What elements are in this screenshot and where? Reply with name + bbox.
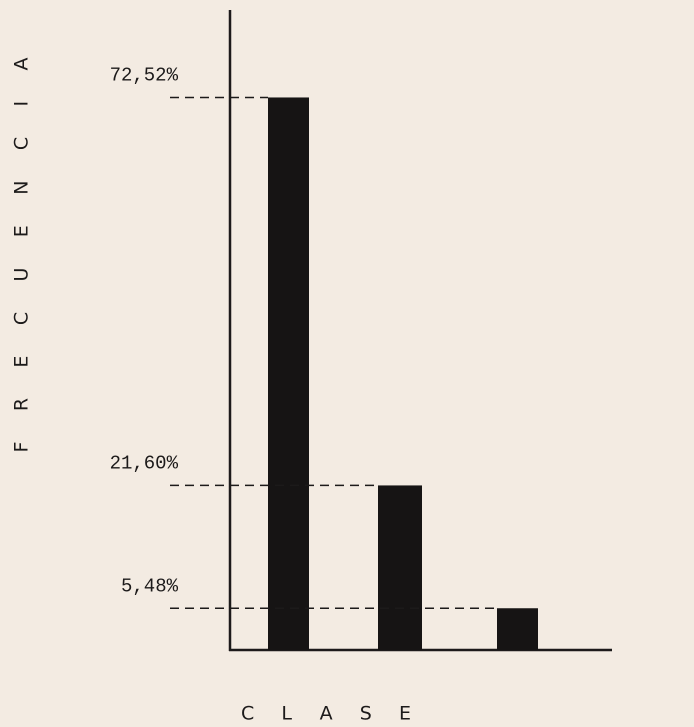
data-label: 72,52%	[110, 64, 179, 86]
bar	[497, 608, 538, 650]
data-label: 5,48%	[121, 575, 179, 597]
x-axis-title: CLASE	[241, 703, 411, 725]
data-label: 21,60%	[110, 452, 179, 474]
bar	[268, 97, 309, 650]
bar	[378, 485, 422, 650]
